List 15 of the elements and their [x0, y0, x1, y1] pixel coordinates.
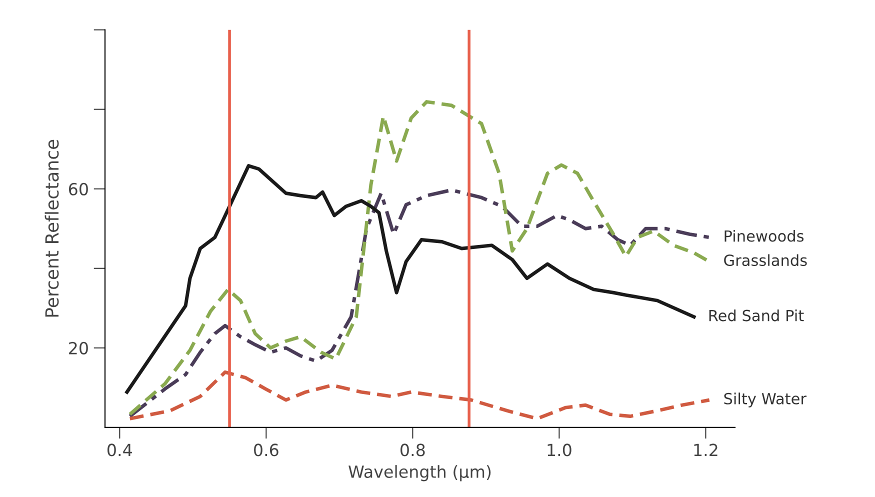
y-tick-label: 20	[69, 342, 88, 354]
x-tick-label: 0.8	[400, 444, 425, 456]
x-tick-label: 1.0	[548, 444, 572, 456]
line-series	[128, 370, 712, 420]
series-label: Grasslands	[724, 254, 807, 266]
line-series	[125, 164, 696, 394]
y-tick-label: 60	[68, 182, 88, 196]
series-label: Pinewoods	[724, 230, 804, 242]
x-tick-label: 0.6	[254, 444, 278, 456]
x-tick-label: 0.4	[108, 444, 132, 456]
series-label: Silty Water	[724, 392, 806, 408]
x-tick-label: 1.2	[694, 444, 718, 456]
series-label: Red Sand Pit	[709, 309, 804, 322]
y-axis-title: Percent Reflectance	[44, 140, 59, 317]
x-axis-title: Wavelength (μm)	[348, 465, 491, 482]
